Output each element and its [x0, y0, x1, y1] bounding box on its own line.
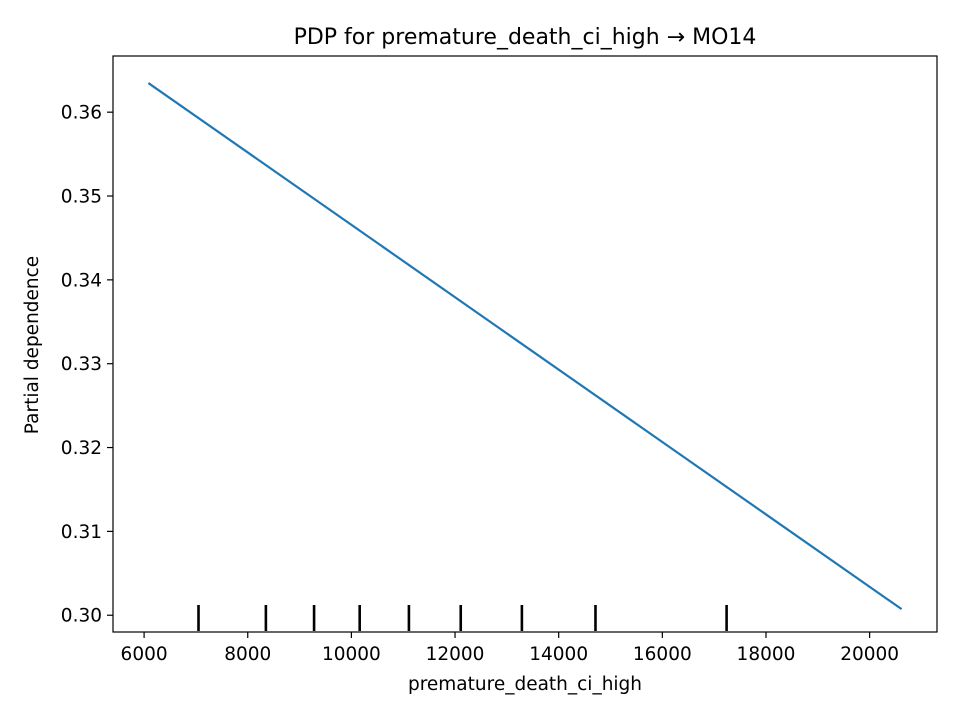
- x-tick-label: 16000: [633, 644, 692, 665]
- x-tick-label: 6000: [121, 644, 168, 665]
- axes-frame: [112, 55, 938, 633]
- x-tick-label: 12000: [426, 644, 485, 665]
- x-tick-label: 20000: [840, 644, 899, 665]
- plot-area: 6000 8000 10000 12000 14000 16000 18000 20000 0.…: [61, 55, 938, 665]
- y-tick-label: 0.36: [61, 103, 102, 124]
- y-tick-label: 0.34: [61, 270, 102, 291]
- y-tick-label: 0.31: [61, 522, 102, 543]
- y-tick-label: 0.30: [61, 606, 102, 627]
- x-tick-label: 14000: [529, 644, 588, 665]
- x-tick-label: 18000: [737, 644, 796, 665]
- x-tick-label: 10000: [322, 644, 381, 665]
- y-tick-label: 0.32: [61, 438, 102, 459]
- y-tick-label: 0.33: [61, 354, 102, 375]
- chart-title: PDP for premature_death_ci_high → MO14: [294, 25, 757, 50]
- y-axis-label: Partial dependence: [22, 256, 43, 434]
- y-tick-label: 0.35: [61, 187, 102, 208]
- series-line: [147, 82, 903, 611]
- x-tick-label: 8000: [224, 644, 271, 665]
- x-axis-label: premature_death_ci_high: [408, 674, 642, 695]
